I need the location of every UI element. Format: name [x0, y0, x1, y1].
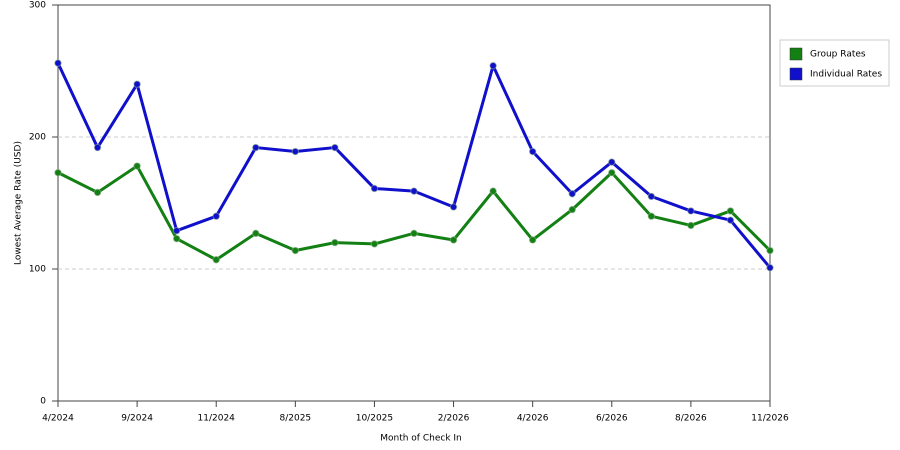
data-point: [54, 168, 62, 177]
x-tick-label: 8/2026: [675, 414, 707, 424]
data-point: [252, 143, 260, 152]
data-point: [726, 207, 735, 215]
data-point: [93, 188, 102, 197]
x-tick-label: 2/2026: [438, 414, 470, 424]
y-tick-label: 0: [40, 397, 46, 407]
data-point: [647, 192, 656, 201]
data-point: [54, 59, 62, 67]
legend-label: Individual Rates: [810, 70, 882, 80]
data-point: [410, 229, 418, 238]
x-tick-label: 11/2024: [198, 414, 236, 424]
legend-label: Group Rates: [810, 50, 866, 60]
data-point: [410, 187, 418, 195]
x-tick-label: 4/2026: [517, 414, 549, 424]
data-point: [133, 80, 141, 88]
data-point: [291, 147, 300, 156]
data-point: [608, 168, 616, 177]
data-point: [291, 246, 300, 255]
x-tick-label: 6/2026: [596, 414, 628, 424]
data-point: [449, 203, 458, 211]
x-tick-label: 10/2025: [356, 414, 393, 424]
data-point: [766, 246, 774, 255]
x-tick-label: 4/2024: [42, 414, 74, 424]
data-point: [687, 221, 695, 230]
data-point: [489, 62, 497, 70]
data-point: [647, 212, 656, 220]
data-point: [489, 187, 497, 195]
data-point: [212, 212, 220, 220]
data-point: [133, 162, 141, 170]
data-point: [528, 147, 537, 156]
x-axis-label: Month of Check In: [380, 434, 462, 444]
data-point: [252, 229, 260, 238]
x-tick-label: 8/2025: [279, 414, 311, 424]
data-point: [331, 143, 339, 152]
series-line: [57, 164, 772, 262]
y-axis-label: Lowest Average Rate (USD): [14, 141, 24, 265]
data-point: [568, 190, 576, 198]
data-point: [568, 205, 576, 214]
data-point: [331, 238, 339, 247]
y-tick-label: 300: [29, 1, 46, 11]
y-tick-label: 100: [29, 265, 46, 275]
data-point: [726, 216, 735, 224]
data-point: [608, 158, 616, 166]
legend-swatch: [789, 47, 803, 61]
data-point: [172, 227, 181, 235]
x-tick-label: 11/2026: [751, 414, 789, 424]
data-point: [370, 184, 379, 193]
legend-swatch: [789, 67, 803, 81]
data-point: [766, 263, 774, 272]
y-tick-label: 200: [29, 133, 46, 143]
data-point: [212, 256, 220, 264]
data-point: [687, 207, 695, 215]
plot-frame: [57, 4, 771, 402]
data-point: [528, 236, 537, 244]
data-point: [172, 234, 181, 243]
data-point: [93, 143, 102, 152]
data-point: [370, 240, 379, 248]
x-tick-label: 9/2024: [121, 414, 153, 424]
data-point: [449, 236, 458, 244]
